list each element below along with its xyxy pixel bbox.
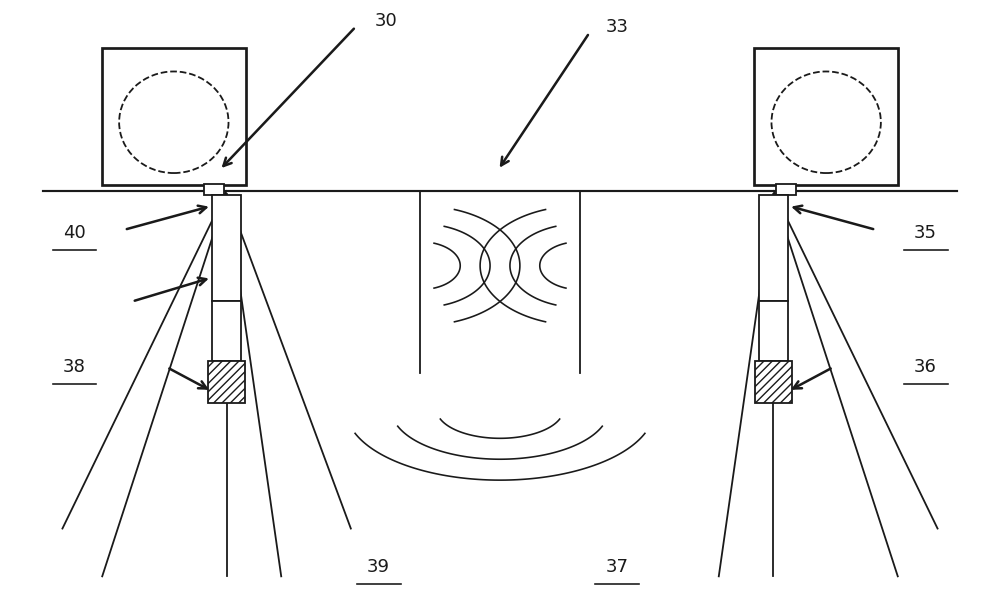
Bar <box>755 361 792 403</box>
Text: 39: 39 <box>367 558 390 576</box>
Text: 38: 38 <box>63 358 86 376</box>
Bar <box>212 195 241 302</box>
Bar <box>208 361 245 403</box>
Bar <box>212 302 241 361</box>
Bar <box>759 195 788 302</box>
Bar <box>776 185 796 195</box>
Text: 36: 36 <box>914 358 937 376</box>
Text: 35: 35 <box>914 224 937 242</box>
Text: 37: 37 <box>606 558 629 576</box>
Text: 33: 33 <box>606 17 629 36</box>
Bar <box>204 185 224 195</box>
Bar <box>102 48 246 185</box>
Text: 30: 30 <box>374 11 397 30</box>
Bar <box>759 302 788 361</box>
Text: 40: 40 <box>63 224 86 242</box>
Bar <box>754 48 898 185</box>
